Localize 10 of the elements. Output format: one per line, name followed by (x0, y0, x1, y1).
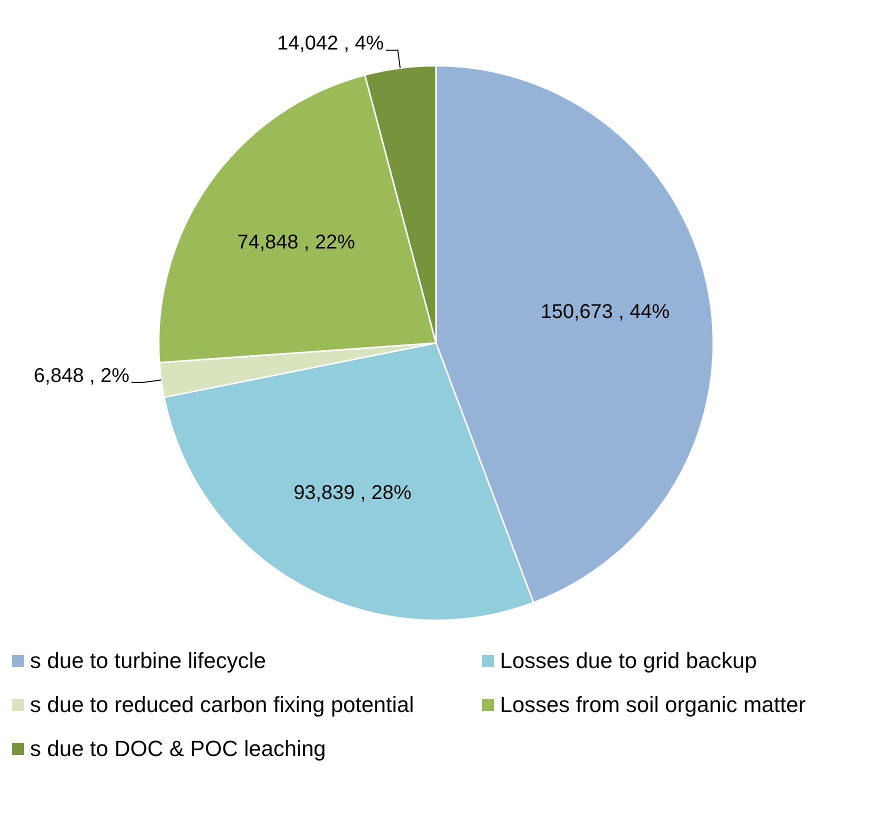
data-label: 14,042 , 4% (277, 32, 384, 55)
data-label: 93,839 , 28% (294, 482, 412, 504)
legend-label: s due to DOC & POC leaching (30, 736, 326, 762)
legend-label: s due to reduced carbon fixing potential (30, 692, 414, 718)
data-label: 6,848 , 2% (34, 364, 130, 387)
legend-label: s due to turbine lifecycle (30, 648, 266, 674)
data-label: 150,673 , 44% (540, 300, 670, 323)
data-label: 74,848 , 22% (237, 232, 356, 254)
legend-label: Losses due to grid backup (500, 648, 757, 674)
legend-label: Losses from soil organic matter (500, 692, 806, 718)
